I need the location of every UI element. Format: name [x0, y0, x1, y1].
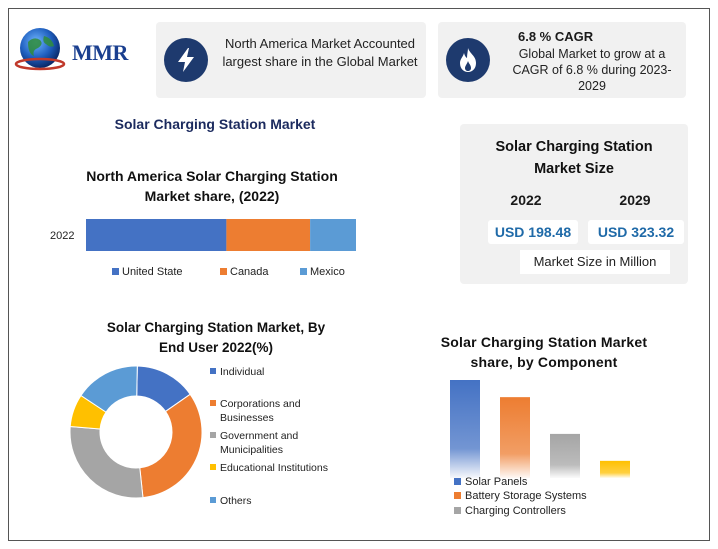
- cagr-heading: 6.8 % CAGR: [518, 29, 594, 44]
- donut-slice: [69, 425, 144, 499]
- market-size-title: Solar Charging Station Market Size: [495, 139, 653, 177]
- bar-segment: [310, 219, 356, 251]
- component-chart-title: Solar Charging Station Market share, by …: [440, 334, 648, 370]
- legend-swatch: [454, 478, 461, 485]
- year-2029-label: 2029: [619, 192, 651, 208]
- legend-swatch: [210, 464, 216, 470]
- legend-label: Others: [220, 495, 252, 507]
- bar-segment: [226, 219, 311, 251]
- donut-slice: [80, 365, 138, 413]
- legend-label: Battery Storage Systems: [465, 490, 587, 502]
- legend-swatch: [220, 268, 227, 275]
- legend-label: Solar Panels: [465, 476, 528, 488]
- value-2029: USD 323.32: [588, 220, 684, 244]
- end-user-donut-chart: Individual Corporations and Businesses Gove…: [69, 365, 328, 507]
- legend-swatch: [210, 368, 216, 374]
- na-share-chart: 2022 United State Canada Mexico: [50, 219, 356, 278]
- legend-label: Government and Municipalities: [220, 430, 298, 456]
- logo-text: MMR: [72, 40, 128, 65]
- legend-swatch: [454, 507, 461, 514]
- page-title: Solar Charging Station Market: [114, 116, 316, 132]
- info-card-north-america: North America Market Accounted largest s…: [156, 22, 426, 98]
- legend-label: Educational Institutions: [220, 462, 328, 474]
- info-card-text: North America Market Accounted largest s…: [222, 36, 418, 69]
- legend-swatch: [454, 492, 461, 499]
- legend-label: Charging Controllers: [465, 505, 566, 517]
- bar: [450, 380, 480, 478]
- category-label: 2022: [50, 230, 74, 242]
- legend-swatch: [210, 400, 216, 406]
- legend-swatch: [300, 268, 307, 275]
- bar: [600, 460, 630, 478]
- lightning-icon: [164, 38, 208, 82]
- bar: [500, 397, 530, 478]
- legend-label: Mexico: [310, 266, 345, 278]
- bar: [550, 433, 580, 478]
- bar-segment: [86, 219, 227, 251]
- legend-swatch: [112, 268, 119, 275]
- logo: MMR: [14, 24, 144, 76]
- market-size-note: Market Size in Million: [520, 250, 670, 274]
- legend-swatch: [210, 497, 216, 503]
- na-share-chart-title: North America Solar Charging Station Mar…: [86, 168, 338, 204]
- value-2022: USD 198.48: [488, 220, 578, 244]
- info-card-cagr: 6.8 % CAGR Global Market to grow at a CA…: [438, 22, 686, 98]
- globe-icon: [14, 28, 66, 71]
- donut-slice: [139, 393, 203, 499]
- end-user-chart-title: Solar Charging Station Market, By End Us…: [106, 320, 326, 355]
- legend-swatch: [210, 432, 216, 438]
- info-card-text: Global Market to grow at a CAGR of 6.8 %…: [512, 47, 672, 93]
- flame-icon: [446, 38, 490, 82]
- component-bar-chart: Solar Panels Battery Storage Systems Charg…: [450, 380, 630, 517]
- market-size-panel: Solar Charging Station Market Size 2022 …: [460, 124, 688, 284]
- legend-label: Canada: [230, 266, 269, 278]
- legend-label: United State: [122, 266, 183, 278]
- year-2022-label: 2022: [510, 192, 542, 208]
- legend-label: Individual: [220, 366, 264, 378]
- legend-label: Corporations and Businesses: [220, 398, 301, 424]
